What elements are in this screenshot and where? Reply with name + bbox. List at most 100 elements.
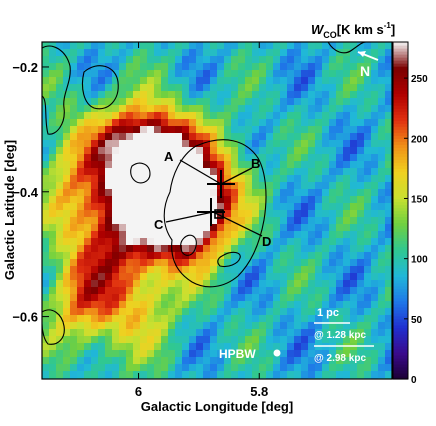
heatmap-cell (203, 84, 211, 92)
heatmap-cell (357, 245, 365, 253)
heatmap-cell (105, 308, 113, 316)
heatmap-cell (357, 301, 365, 309)
heatmap-cell (350, 77, 358, 85)
heatmap-cell (98, 364, 106, 372)
colorbar-step (393, 129, 408, 133)
heatmap-cell (357, 217, 365, 225)
heatmap-cell (266, 154, 274, 162)
heatmap-cell (49, 336, 57, 344)
heatmap-cell (203, 203, 211, 211)
heatmap-cell (105, 105, 113, 113)
heatmap-cell (287, 315, 295, 323)
heatmap-cell (203, 63, 211, 71)
colorbar-step (393, 303, 408, 308)
heatmap-cell (371, 77, 379, 85)
heatmap-cell (371, 168, 379, 176)
heatmap-cell (91, 315, 99, 323)
heatmap-cell (231, 49, 239, 57)
heatmap-cell (322, 42, 330, 50)
heatmap-cell (378, 182, 386, 190)
heatmap-cell (91, 196, 99, 204)
heatmap-cell (308, 126, 316, 134)
heatmap-cell (119, 126, 127, 134)
heatmap-cell (203, 252, 211, 260)
heatmap-cell (315, 231, 323, 239)
heatmap-cell (357, 343, 365, 351)
heatmap-cell (385, 133, 392, 141)
heatmap-cell (378, 231, 386, 239)
main-contour (163, 139, 267, 288)
heatmap-cell (168, 105, 176, 113)
heatmap-cell (378, 119, 386, 127)
heatmap-cell (329, 231, 337, 239)
heatmap-cell (308, 280, 316, 288)
heatmap-cell (196, 175, 204, 183)
heatmap-cell (147, 168, 155, 176)
heatmap-cell (329, 196, 337, 204)
heatmap-cell (350, 133, 358, 141)
heatmap-cell (182, 168, 190, 176)
heatmap-cell (308, 84, 316, 92)
heatmap-cell (168, 133, 176, 141)
heatmap-cell (315, 147, 323, 155)
heatmap-cell (245, 56, 253, 64)
heatmap-cell (224, 189, 232, 197)
heatmap-cell (42, 245, 50, 253)
heatmap-cell (315, 287, 323, 295)
colorbar-step (393, 333, 408, 338)
heatmap-cell (266, 98, 274, 106)
heatmap-cell (336, 238, 344, 246)
heatmap-cell (70, 280, 78, 288)
heatmap-cell (70, 133, 78, 141)
heatmap-cell (154, 322, 162, 330)
colorbar-step (393, 42, 408, 46)
heatmap-cell (112, 133, 120, 141)
heatmap-cell (315, 266, 323, 274)
heatmap-cell (294, 294, 302, 302)
heatmap-cell (329, 98, 337, 106)
heatmap-cell (126, 133, 134, 141)
heatmap-cell (196, 224, 204, 232)
heatmap-cell (147, 119, 155, 127)
heatmap-cell (378, 168, 386, 176)
heatmap-cell (231, 357, 239, 365)
heatmap-cell (217, 336, 225, 344)
heatmap-cell (364, 294, 372, 302)
heatmap-cell (70, 147, 78, 155)
heatmap-cell (357, 280, 365, 288)
heatmap-cell (119, 350, 127, 358)
colorbar-close: ] (391, 22, 395, 37)
heatmap-cell (154, 84, 162, 92)
heatmap-cell (140, 294, 148, 302)
heatmap-cell (133, 301, 141, 309)
heatmap-cell (203, 357, 211, 365)
heatmap-cell (98, 357, 106, 365)
heatmap-cell (273, 91, 281, 99)
heatmap-cell (105, 84, 113, 92)
heatmap-cell (161, 91, 169, 99)
heatmap-cell (343, 364, 351, 372)
heatmap-cell (140, 336, 148, 344)
heatmap-cell (112, 259, 120, 267)
peak-markers (197, 170, 235, 226)
colorbar-step (393, 360, 408, 365)
heatmap-cell (70, 364, 78, 372)
heatmap-cell (91, 217, 99, 225)
heatmap-cell (175, 301, 183, 309)
heatmap-cell (168, 49, 176, 57)
heatmap-cell (42, 301, 50, 309)
heatmap-cell (294, 357, 302, 365)
heatmap-cell (56, 91, 64, 99)
heatmap-cell (161, 189, 169, 197)
heatmap-cell (231, 91, 239, 99)
heatmap-cell (175, 357, 183, 365)
heatmap-cell (42, 49, 50, 57)
heatmap-cell (56, 350, 64, 358)
colorbar-step (393, 240, 408, 245)
heatmap-cell (259, 287, 267, 295)
heatmap-cell (329, 371, 337, 379)
heatmap-cell (217, 196, 225, 204)
heatmap-cell (357, 105, 365, 113)
heatmap-cell (336, 322, 344, 330)
heatmap-cell (140, 133, 148, 141)
